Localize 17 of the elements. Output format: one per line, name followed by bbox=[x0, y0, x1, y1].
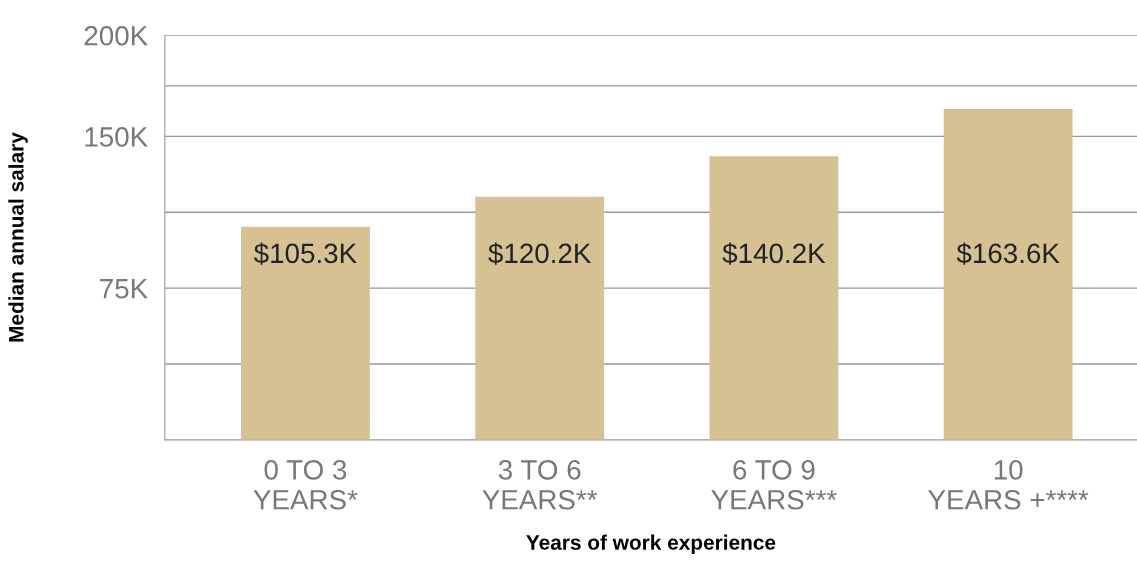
bar bbox=[475, 196, 605, 440]
data-label: $163.6K bbox=[956, 242, 1060, 265]
bar bbox=[241, 226, 370, 440]
y-tick-label: 75K bbox=[100, 279, 148, 299]
y-tick-label: 200K bbox=[84, 25, 148, 46]
x-tick-label: 6 TO 9 YEARS*** bbox=[711, 460, 837, 510]
data-label: $140.2K bbox=[722, 242, 826, 265]
x-tick-label: 3 TO 6 YEARS** bbox=[482, 460, 598, 510]
x-tick-label: 10 YEARS +**** bbox=[928, 460, 1089, 510]
bar bbox=[709, 156, 839, 440]
y-axis-title: Median annual salary bbox=[8, 132, 28, 342]
data-label: $120.2K bbox=[488, 242, 592, 265]
x-tick-label: 0 TO 3 YEARS* bbox=[253, 460, 358, 510]
y-tick-label: 150K bbox=[85, 127, 148, 147]
data-label: $105.3K bbox=[253, 242, 357, 265]
bar bbox=[943, 108, 1073, 440]
x-axis-title: Years of work experience bbox=[526, 534, 776, 554]
